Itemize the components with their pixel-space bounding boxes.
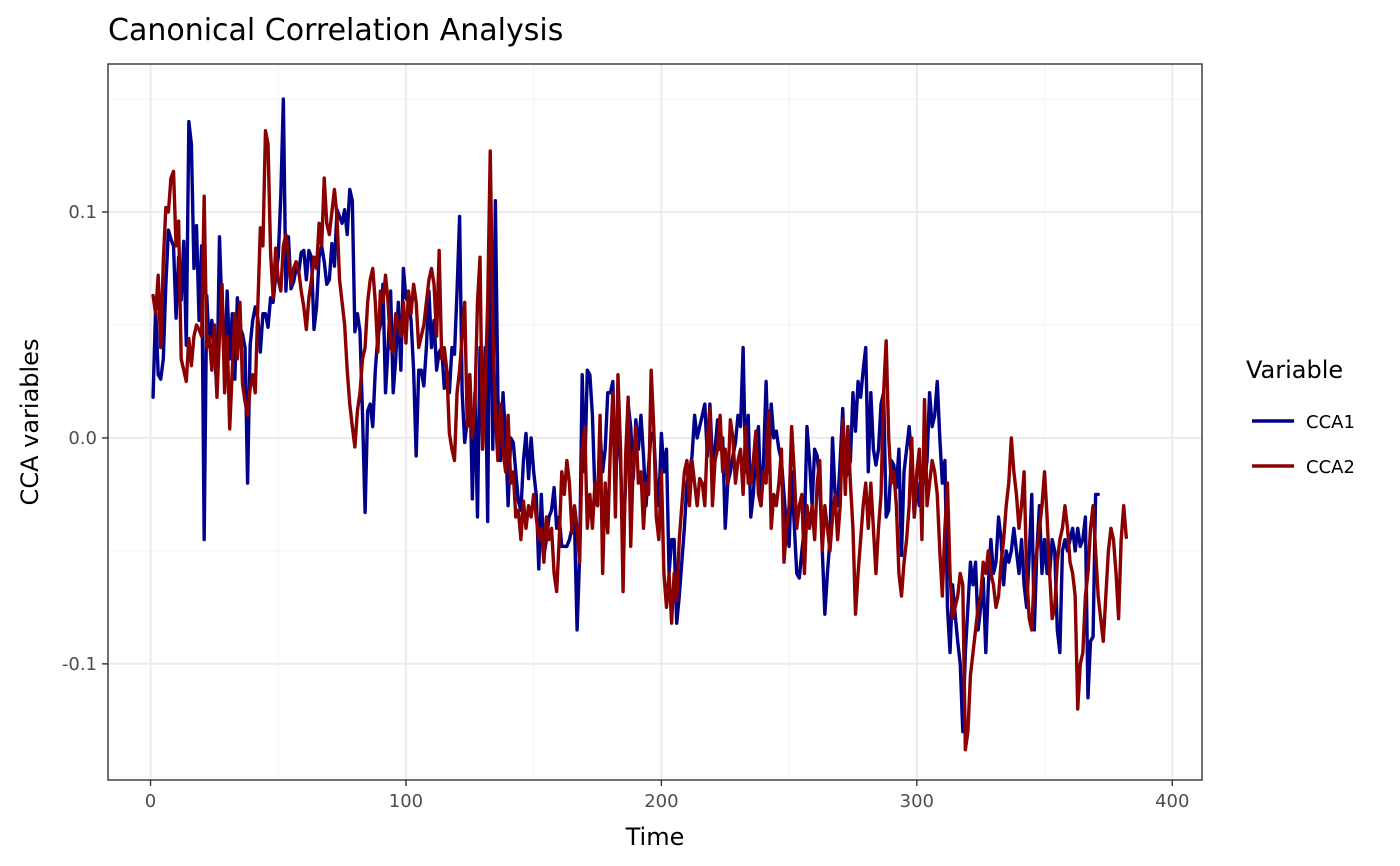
x-tick-label: 200 <box>644 791 678 812</box>
y-axis-title: CCA variables <box>16 339 44 506</box>
y-tick-label: -0.1 <box>62 654 97 675</box>
chart-title: Canonical Correlation Analysis <box>108 13 563 48</box>
x-tick-label: 100 <box>389 791 423 812</box>
x-tick-label: 300 <box>900 791 934 812</box>
x-tick-label: 0 <box>145 791 156 812</box>
x-tick-label: 400 <box>1155 791 1189 812</box>
y-axis: -0.1 0.0 0.1 <box>62 202 108 675</box>
x-axis: 0 100 200 300 400 <box>145 780 1189 812</box>
series-line-cca2 <box>151 128 1128 752</box>
legend-title: Variable <box>1246 356 1343 384</box>
legend-label-cca1: CCA1 <box>1306 412 1355 433</box>
legend-label-cca2: CCA2 <box>1306 457 1355 478</box>
legend: Variable CCA1 CCA2 <box>1246 356 1355 478</box>
minor-gridlines <box>108 64 1202 780</box>
x-axis-title: Time <box>625 823 685 851</box>
y-tick-label: 0.1 <box>68 202 97 223</box>
series-layer <box>151 97 1128 752</box>
y-tick-label: 0.0 <box>68 428 97 449</box>
plot-panel-border <box>107 63 1203 781</box>
